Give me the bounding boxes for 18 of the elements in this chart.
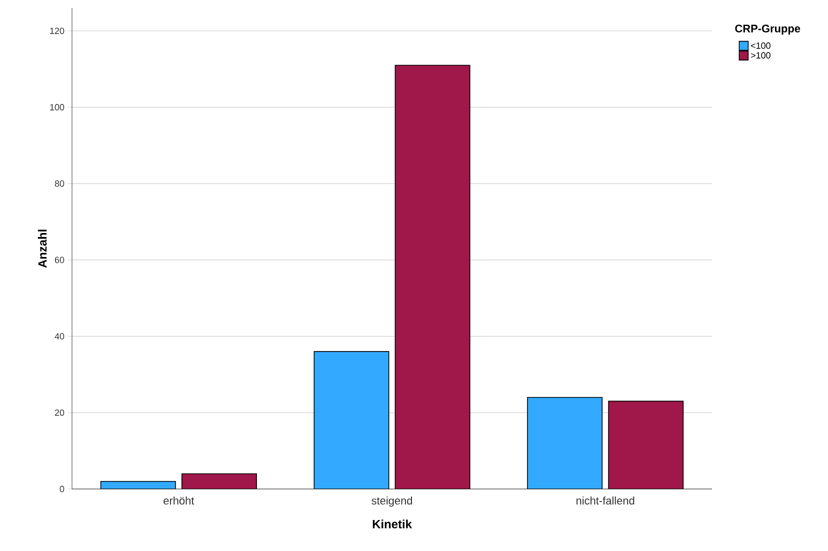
bar	[608, 400, 684, 489]
bar	[181, 473, 257, 489]
legend-label: <100	[751, 42, 770, 49]
x-axis-title: Kinetik	[372, 520, 412, 528]
y-tick-label: 60	[54, 256, 64, 264]
y-tick-label: 80	[54, 180, 64, 187]
legend-title: CRP-Gruppe	[735, 24, 800, 35]
y-tick-label: 0	[60, 486, 64, 492]
x-tick-label: nicht-fallend	[576, 496, 634, 505]
y-axis-title: Anzahl	[38, 230, 47, 268]
y-tick-label: 100	[50, 104, 64, 110]
bar	[394, 64, 470, 489]
x-tick-label: steigend	[372, 496, 412, 507]
x-tick-label: erhöht	[164, 496, 194, 505]
y-tick-label: 20	[54, 409, 64, 416]
legend-label: >100	[751, 52, 770, 59]
y-tick-label: 40	[54, 333, 64, 340]
y-tick-label: 120	[50, 28, 64, 34]
